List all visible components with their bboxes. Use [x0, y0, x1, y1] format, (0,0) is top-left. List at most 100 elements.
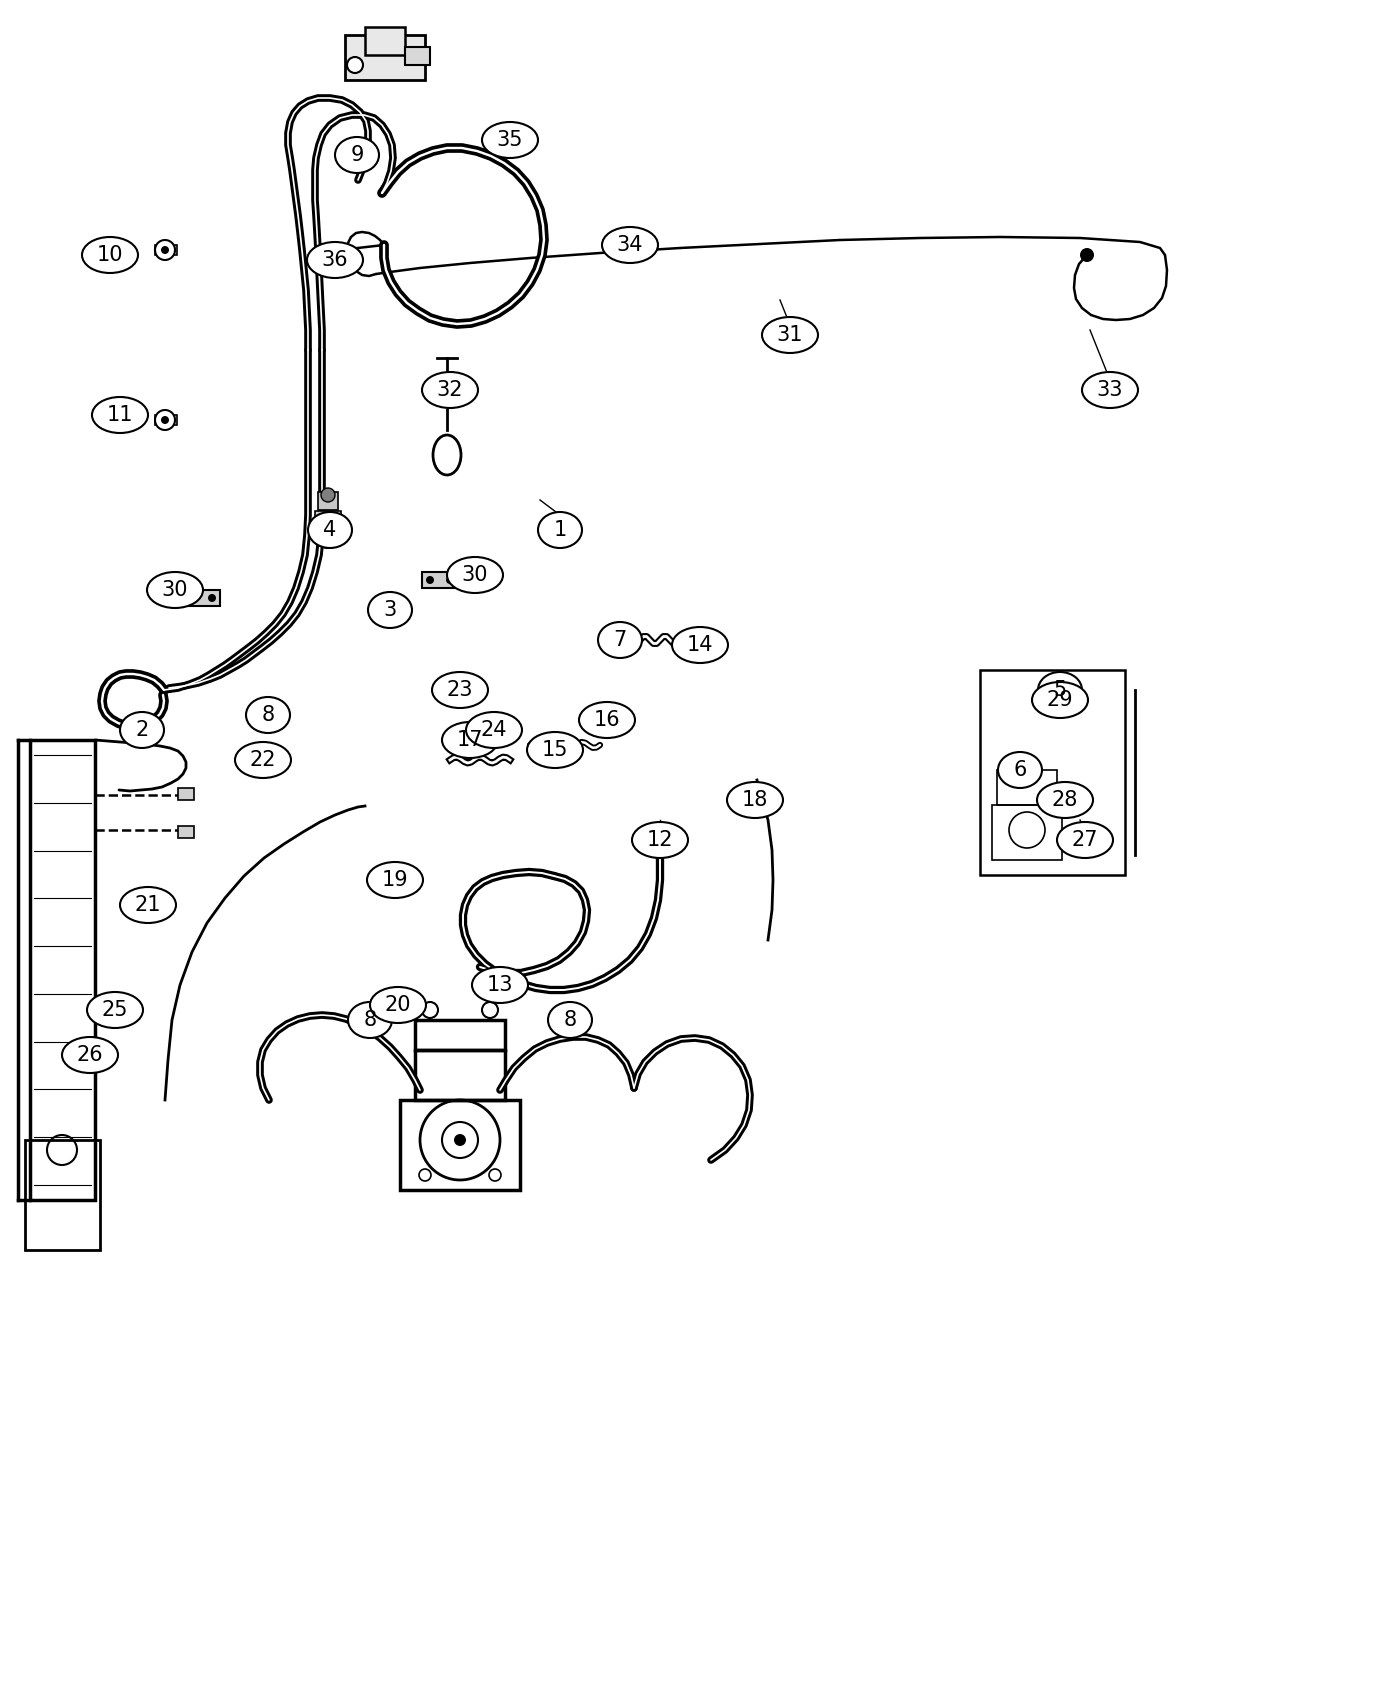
Ellipse shape [120, 887, 176, 923]
Ellipse shape [442, 722, 498, 758]
Ellipse shape [308, 512, 351, 547]
Text: 5: 5 [1053, 680, 1067, 700]
Circle shape [686, 636, 710, 660]
Circle shape [426, 576, 434, 585]
Bar [183, 590, 220, 605]
Text: 21: 21 [134, 894, 161, 915]
Text: 15: 15 [542, 740, 568, 760]
Ellipse shape [246, 697, 290, 733]
Text: 7: 7 [613, 631, 627, 649]
Ellipse shape [349, 1001, 392, 1039]
Ellipse shape [1082, 372, 1138, 408]
Ellipse shape [147, 571, 203, 609]
Ellipse shape [62, 1037, 118, 1073]
Circle shape [155, 240, 175, 260]
Text: 28: 28 [1051, 790, 1078, 809]
Text: 8: 8 [364, 1010, 377, 1030]
Ellipse shape [368, 592, 412, 627]
Text: 2: 2 [136, 721, 148, 740]
Ellipse shape [727, 782, 783, 818]
Bar [29, 740, 95, 1200]
Ellipse shape [602, 228, 658, 264]
Ellipse shape [235, 741, 291, 779]
Text: 8: 8 [262, 706, 274, 724]
Bar [178, 826, 195, 838]
Text: 9: 9 [350, 144, 364, 165]
Text: 3: 3 [384, 600, 396, 620]
Ellipse shape [547, 1001, 592, 1039]
Text: 10: 10 [97, 245, 123, 265]
Text: 18: 18 [742, 790, 769, 809]
Text: 35: 35 [497, 129, 524, 150]
Circle shape [489, 1170, 501, 1182]
Bar [344, 36, 426, 80]
Text: 8: 8 [563, 1010, 577, 1030]
Ellipse shape [83, 236, 139, 274]
Ellipse shape [466, 712, 522, 748]
Text: 29: 29 [1047, 690, 1074, 711]
Circle shape [323, 530, 333, 541]
Bar [421, 571, 458, 588]
Circle shape [161, 416, 169, 423]
Text: 32: 32 [437, 381, 463, 400]
Text: 34: 34 [617, 235, 643, 255]
Text: 14: 14 [687, 636, 713, 654]
Ellipse shape [526, 733, 582, 768]
Bar [365, 27, 405, 54]
Bar [400, 1100, 519, 1190]
Ellipse shape [631, 823, 687, 858]
Text: 19: 19 [382, 870, 409, 891]
Text: 30: 30 [462, 564, 489, 585]
Bar [178, 789, 195, 801]
Ellipse shape [762, 316, 818, 354]
Circle shape [188, 593, 196, 602]
Circle shape [1079, 248, 1093, 262]
Text: 25: 25 [102, 1000, 129, 1020]
Text: 36: 36 [322, 250, 349, 270]
Ellipse shape [672, 627, 728, 663]
Ellipse shape [598, 622, 643, 658]
Ellipse shape [421, 372, 477, 408]
Text: 13: 13 [487, 976, 514, 994]
Ellipse shape [367, 862, 423, 898]
Text: 23: 23 [447, 680, 473, 700]
Bar [414, 1020, 505, 1051]
Bar [315, 512, 342, 525]
Text: 24: 24 [480, 721, 507, 740]
Ellipse shape [92, 398, 148, 434]
Circle shape [316, 524, 340, 547]
Text: 20: 20 [385, 994, 412, 1015]
Ellipse shape [1037, 672, 1082, 707]
Ellipse shape [433, 672, 489, 707]
Circle shape [421, 1001, 438, 1018]
Ellipse shape [120, 712, 164, 748]
Text: 33: 33 [1096, 381, 1123, 400]
Circle shape [454, 1134, 466, 1146]
Bar [993, 806, 1063, 860]
Text: 30: 30 [162, 580, 188, 600]
Bar [330, 246, 351, 269]
Bar [25, 1141, 99, 1250]
Bar [980, 670, 1126, 876]
Ellipse shape [1037, 782, 1093, 818]
Circle shape [419, 1170, 431, 1182]
Bar [414, 1051, 505, 1100]
Bar [997, 770, 1057, 806]
Ellipse shape [472, 967, 528, 1003]
Text: 26: 26 [77, 1046, 104, 1064]
Text: 11: 11 [106, 405, 133, 425]
Circle shape [482, 1001, 498, 1018]
Bar [500, 126, 518, 148]
Text: 22: 22 [249, 750, 276, 770]
Circle shape [347, 58, 363, 73]
Ellipse shape [580, 702, 636, 738]
Text: 1: 1 [553, 520, 567, 541]
Ellipse shape [1057, 823, 1113, 858]
Text: 6: 6 [1014, 760, 1026, 780]
Text: 16: 16 [594, 711, 620, 729]
Circle shape [161, 246, 169, 253]
Ellipse shape [482, 122, 538, 158]
Ellipse shape [307, 241, 363, 279]
Ellipse shape [370, 988, 426, 1023]
Text: 12: 12 [647, 830, 673, 850]
